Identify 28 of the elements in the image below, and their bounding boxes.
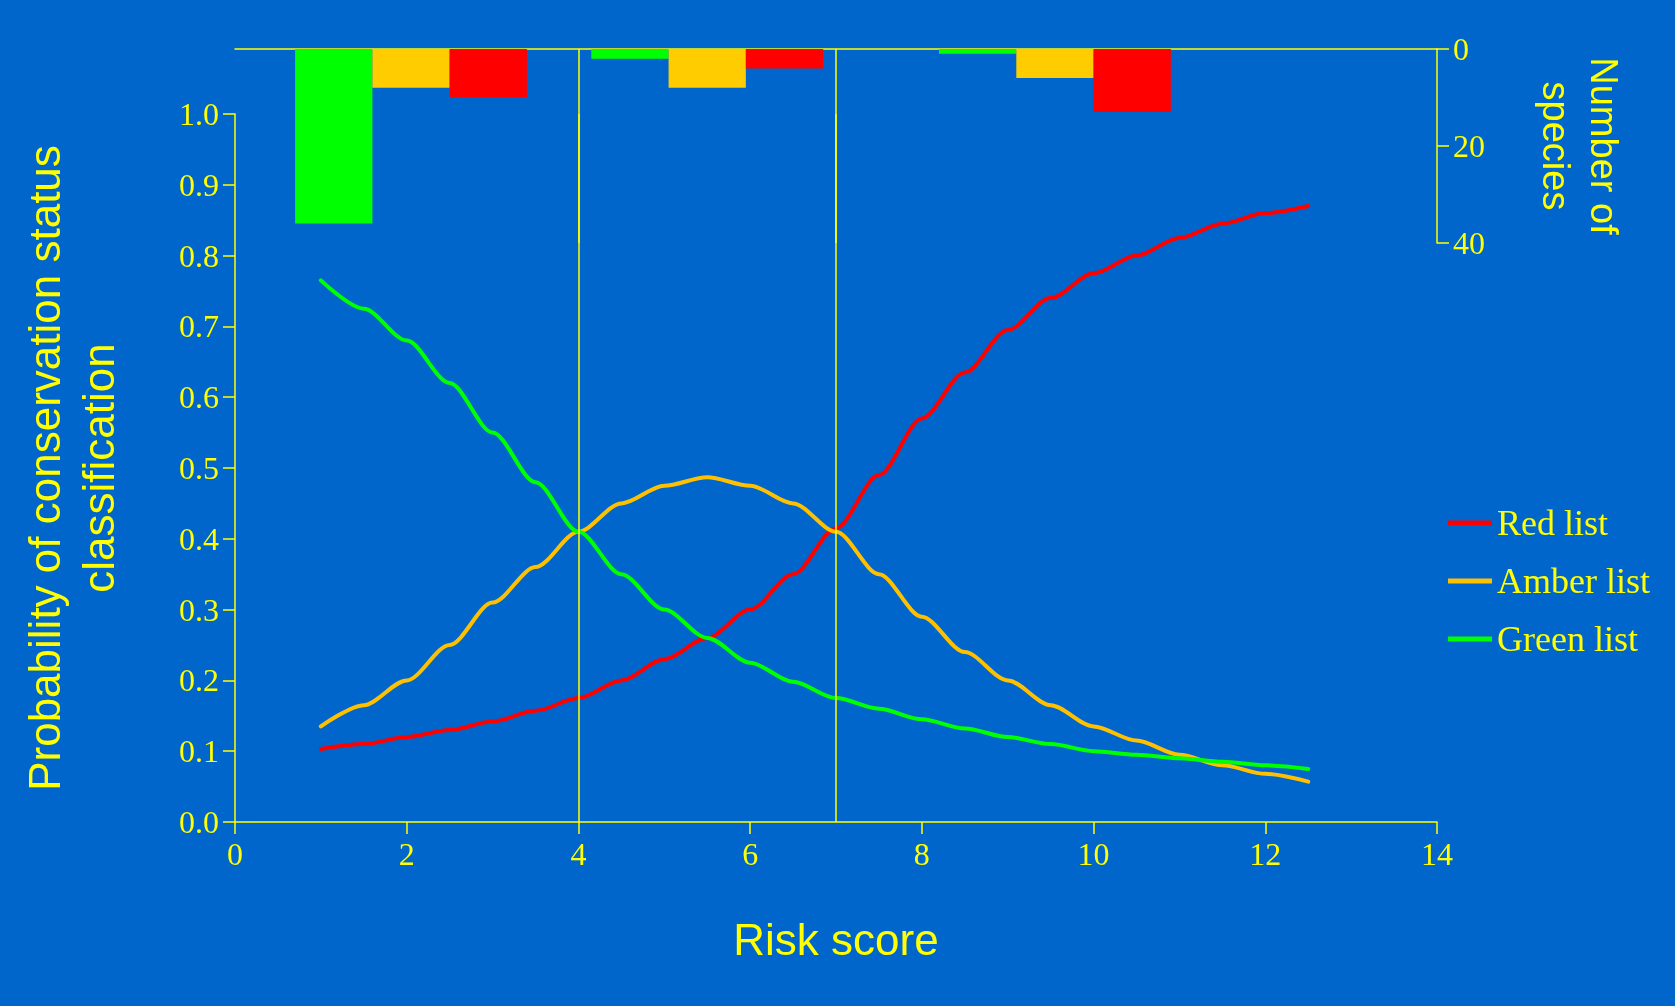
y-tick-label: 40 — [1453, 225, 1485, 261]
x-tick-label: 0 — [227, 836, 243, 872]
y-tick-label: 0.7 — [179, 308, 219, 345]
y-tick-label: 0.9 — [179, 166, 219, 203]
x-tick-label: 2 — [398, 836, 415, 872]
y-tick-label: 20 — [1453, 128, 1485, 164]
y-tick-label: 1.0 — [179, 96, 219, 132]
legend-label: Amber list — [1497, 561, 1650, 601]
y-tick-label: 0.3 — [179, 591, 219, 628]
y-tick-label: 0.5 — [179, 450, 219, 486]
legend-label: Green list — [1497, 619, 1638, 659]
x-tick-label: 10 — [1077, 836, 1110, 872]
y-tick-label: 0.6 — [179, 379, 219, 416]
x-tick-label: 12 — [1249, 836, 1282, 872]
y-tick-label: 0.0 — [179, 804, 219, 840]
legend-label: Red list — [1497, 503, 1609, 543]
y-axis-title: Probability of conservation status classification — [19, 145, 123, 791]
y-axis-title: Number of species — [1535, 57, 1625, 236]
x-tick-label: 14 — [1421, 836, 1453, 872]
y-tick-label: 0.2 — [179, 662, 219, 699]
x-tick-label: 4 — [570, 836, 587, 872]
x-tick-label: 8 — [913, 836, 930, 872]
x-tick-label: 6 — [742, 836, 759, 872]
y-tick-label: 0.4 — [179, 520, 219, 557]
x-axis-title: Risk score — [733, 914, 939, 964]
y-tick-label: 0.1 — [179, 733, 219, 770]
y-tick-label: 0 — [1453, 31, 1469, 67]
y-tick-label: 0.8 — [179, 237, 219, 274]
